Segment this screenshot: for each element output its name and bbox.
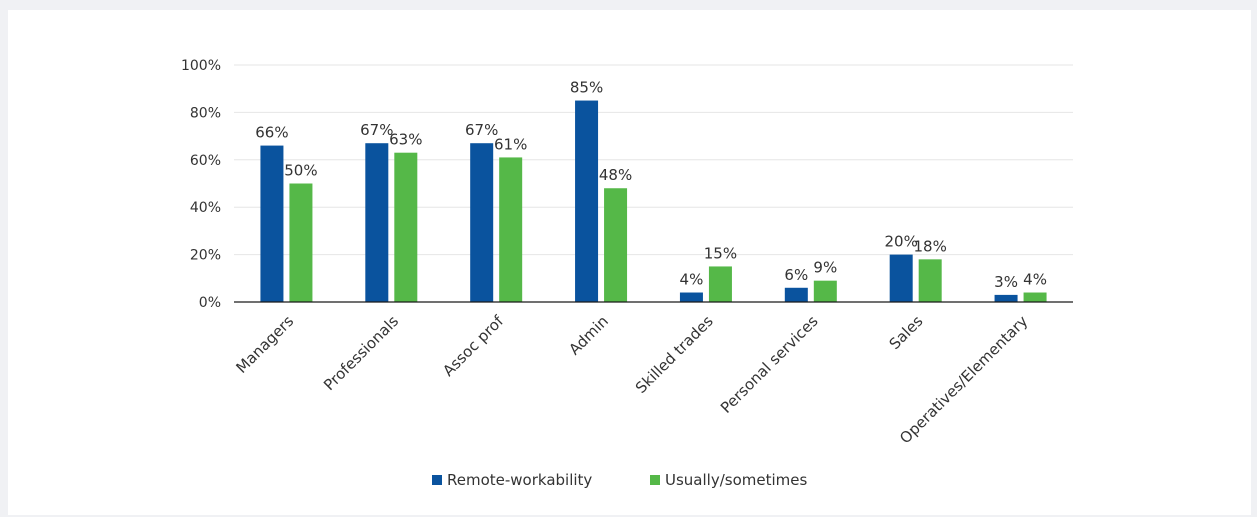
x-category-label: Managers: [233, 312, 298, 377]
x-category-label: Sales: [886, 312, 927, 353]
bar-remote-workability: [889, 254, 913, 302]
data-label: 18%: [914, 237, 947, 255]
bar-remote-workability: [784, 287, 808, 302]
data-label: 66%: [255, 124, 288, 142]
bar-remote-workability: [365, 143, 389, 302]
data-label: 61%: [494, 135, 527, 153]
x-category-label: Assoc prof: [439, 312, 507, 380]
data-label: 50%: [284, 162, 317, 180]
y-tick-label: 80%: [190, 105, 221, 121]
bar-usually-sometimes: [1023, 292, 1047, 302]
data-label: 63%: [389, 131, 422, 149]
data-label: 20%: [885, 233, 918, 251]
bar-usually-sometimes: [499, 157, 523, 302]
bar-usually-sometimes: [708, 266, 732, 302]
data-label: 85%: [570, 79, 603, 97]
data-label: 4%: [680, 271, 704, 289]
y-tick-label: 0%: [199, 295, 221, 311]
bar-usually-sometimes: [289, 183, 313, 302]
bar-chart: 0% 20% 40% 60% 80% 100% 66% 67% 67% 85% 4% 6% 20% 3% 5…: [181, 58, 1073, 489]
data-label: 6%: [784, 266, 808, 284]
data-label: 67%: [465, 121, 498, 139]
bar-usually-sometimes: [813, 280, 837, 302]
x-category-label: Personal services: [717, 312, 822, 417]
bar-remote-workability: [679, 292, 703, 302]
data-label: 67%: [360, 121, 393, 139]
legend-label: Usually/sometimes: [665, 471, 807, 489]
x-category-label: Skilled trades: [632, 312, 717, 397]
data-label: 9%: [813, 259, 837, 277]
bar-usually-sometimes: [604, 188, 628, 302]
data-label: 15%: [704, 244, 737, 262]
legend-swatch-usually-sometimes: [650, 475, 660, 485]
data-label: 3%: [994, 273, 1018, 291]
y-tick-label: 100%: [181, 58, 221, 74]
bar-remote-workability: [470, 143, 494, 302]
y-tick-label: 20%: [190, 248, 221, 264]
bar-remote-workability: [260, 145, 284, 302]
bar-usually-sometimes: [394, 152, 418, 302]
x-category-label: Admin: [565, 312, 612, 359]
chart-panel: 0% 20% 40% 60% 80% 100% 66% 67% 67% 85% 4% 6% 20% 3% 5…: [8, 10, 1251, 515]
bar-usually-sometimes: [918, 259, 942, 302]
legend-swatch-remote-workability: [432, 475, 442, 485]
bar-remote-workability: [994, 294, 1018, 302]
legend-label: Remote-workability: [447, 471, 592, 489]
y-tick-label: 40%: [190, 200, 221, 216]
x-category-label: Professionals: [320, 312, 402, 394]
bar-remote-workability: [575, 100, 599, 302]
data-label: 48%: [599, 166, 632, 184]
data-label: 4%: [1023, 271, 1047, 289]
y-tick-label: 60%: [190, 153, 221, 169]
